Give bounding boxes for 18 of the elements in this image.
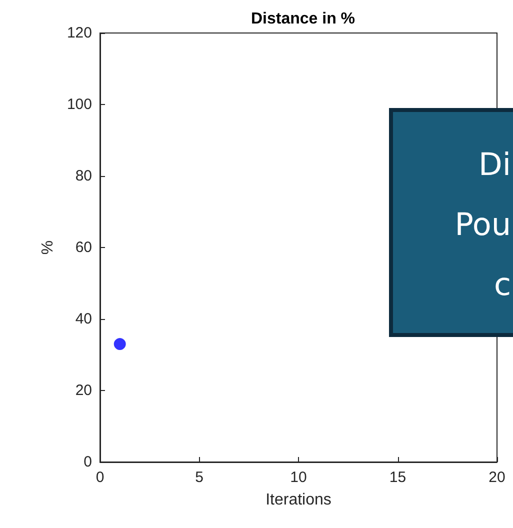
y-tick-label: 20 — [75, 382, 92, 399]
y-tick-label: 60 — [75, 239, 92, 256]
annotation: Pou — [454, 207, 511, 243]
y-tick-label: 40 — [75, 310, 92, 328]
y-axis-title: % — [40, 240, 56, 255]
y-tick-label: 80 — [75, 168, 92, 184]
x-axis-title: Iterations — [266, 492, 332, 508]
y-tick-label: 0 — [84, 454, 92, 470]
x-tick-label: 0 — [96, 469, 104, 486]
annotation: c — [494, 267, 511, 303]
y-tick-label: 120 — [66, 24, 92, 42]
x-tick-label: 5 — [195, 469, 204, 486]
x-tick-label: 20 — [488, 469, 506, 486]
chart-title: Distance in % — [250, 10, 356, 28]
y-tick-label: 100 — [66, 96, 92, 113]
x-tick-label: 10 — [290, 469, 307, 486]
x-tick-label: 15 — [389, 469, 406, 486]
annotation: Di — [478, 147, 511, 183]
